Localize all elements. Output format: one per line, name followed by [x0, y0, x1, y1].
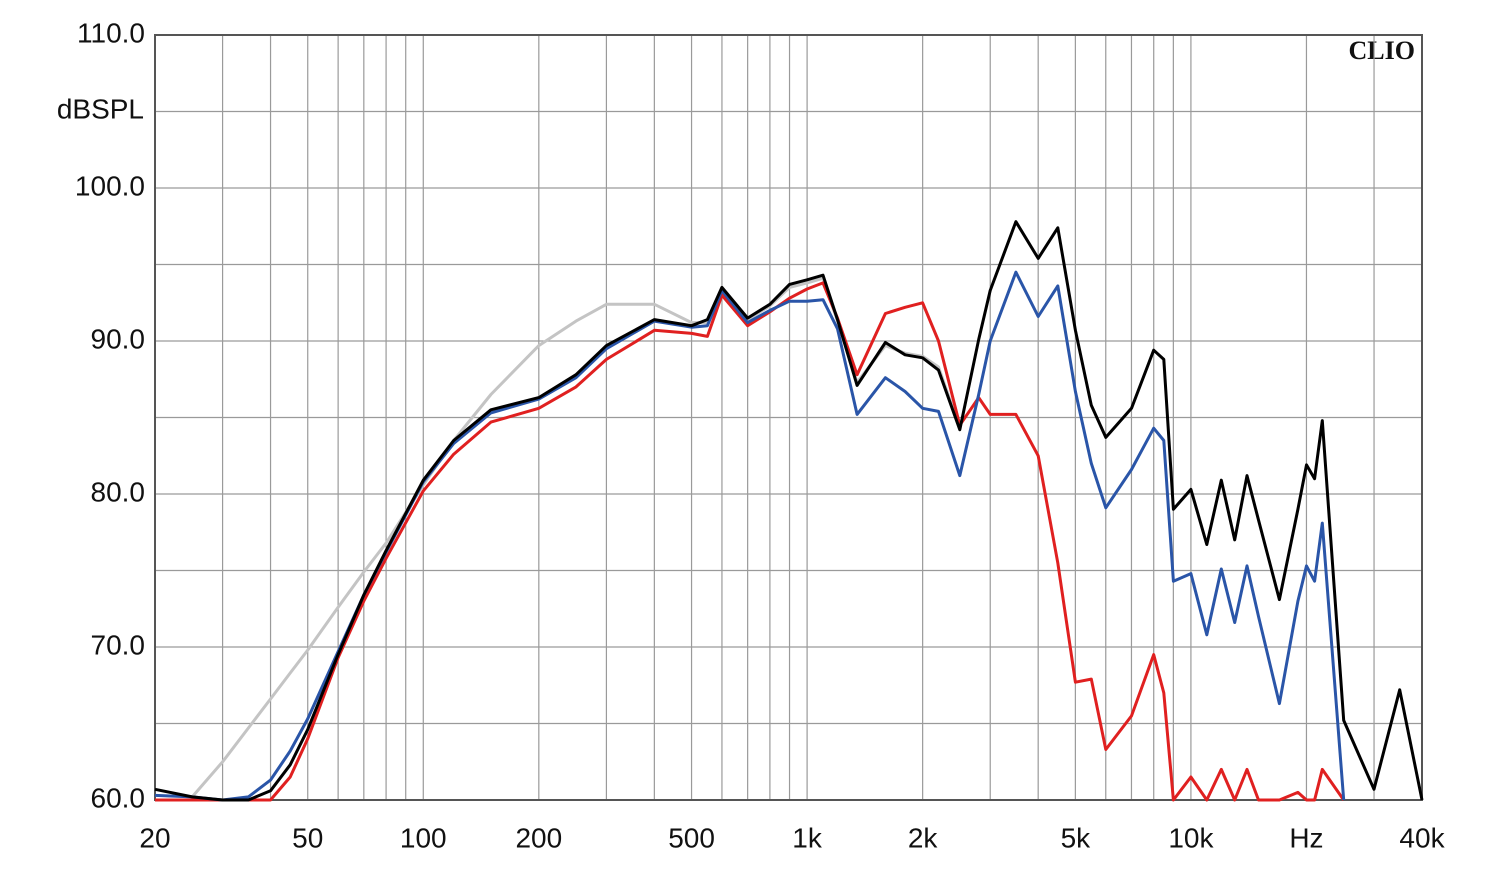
x-tick-label: 10k [1168, 822, 1214, 853]
x-tick-label: Hz [1289, 822, 1323, 853]
response-curve [155, 281, 1345, 802]
y-tick-label: 90.0 [91, 323, 146, 354]
x-tick-label: 100 [400, 822, 447, 853]
y-tick-label: 70.0 [91, 629, 146, 660]
y-tick-label: 60.0 [91, 782, 146, 813]
x-tick-label: 40k [1399, 822, 1445, 853]
y-tick-label: 110.0 [77, 17, 145, 48]
y-axis-label: dBSPL [57, 93, 144, 124]
x-tick-label: 200 [515, 822, 562, 853]
x-tick-label: 2k [908, 822, 939, 853]
plot-frame [154, 34, 1423, 801]
brand-label: CLIO [1349, 36, 1415, 65]
y-tick-label: 80.0 [91, 476, 146, 507]
x-tick-label: 5k [1061, 822, 1092, 853]
response-curve [154, 220, 1424, 802]
y-tick-label: 100.0 [75, 170, 145, 201]
x-tick-label: 1k [792, 822, 823, 853]
x-tick-label: 50 [292, 822, 323, 853]
x-tick-label: 20 [139, 822, 170, 853]
x-tick-label: 500 [668, 822, 715, 853]
